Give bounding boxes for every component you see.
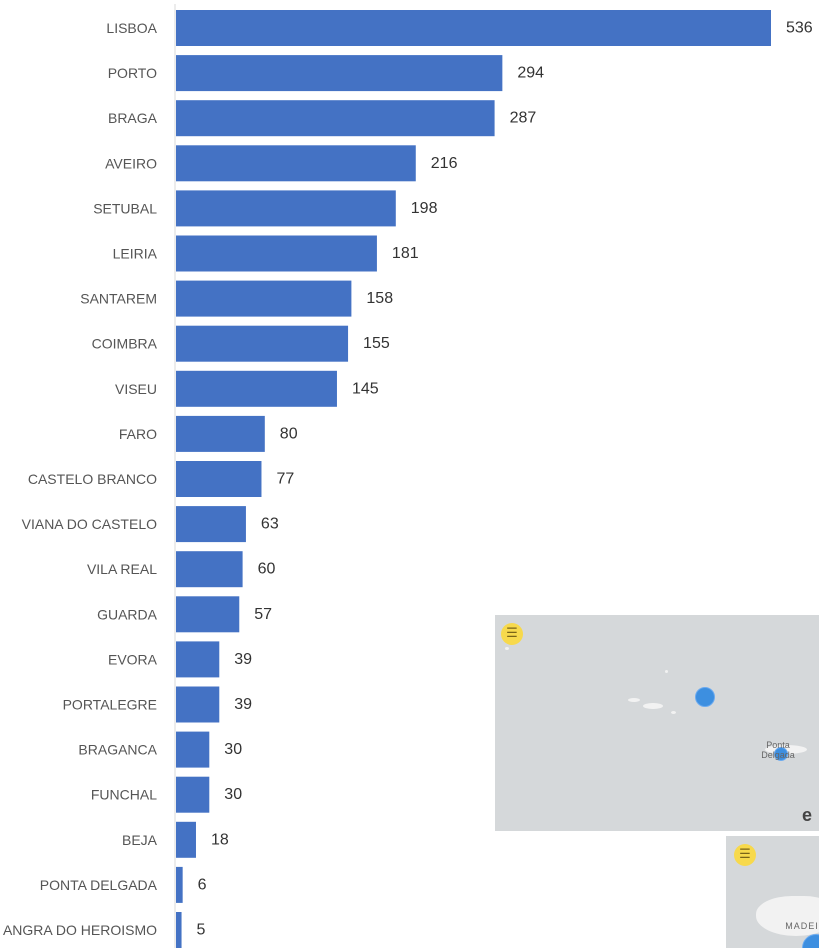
bar-funchal[interactable] — [176, 776, 210, 813]
island-shape — [756, 896, 819, 936]
category-label: LISBOA — [106, 20, 157, 36]
category-label: BRAGA — [108, 110, 158, 126]
menu-icon[interactable]: ☰ — [734, 844, 756, 866]
value-label: 63 — [261, 516, 279, 533]
value-label: 39 — [234, 696, 252, 713]
bar-aveiro[interactable] — [176, 145, 416, 182]
value-label: 198 — [411, 200, 438, 217]
map-logo-icon: e — [802, 805, 813, 825]
bar-viana-do-castelo[interactable] — [176, 506, 246, 543]
category-label: VISEU — [115, 381, 157, 397]
bar-vila-real[interactable] — [176, 551, 243, 588]
value-label: 536 — [786, 20, 813, 37]
category-label: VIANA DO CASTELO — [22, 516, 157, 532]
bar-angra-do-heroismo[interactable] — [176, 912, 182, 948]
value-label: 18 — [211, 831, 229, 848]
category-label: AVEIRO — [105, 155, 157, 171]
category-label: GUARDA — [97, 606, 158, 622]
value-label: 294 — [517, 65, 544, 82]
bar-braga[interactable] — [176, 100, 495, 137]
category-label: PORTALEGRE — [63, 697, 157, 713]
value-label: 5 — [197, 922, 206, 939]
bar-braganca[interactable] — [176, 731, 210, 768]
value-label: 30 — [224, 786, 242, 803]
category-label: FARO — [119, 426, 157, 442]
map-marker-angra[interactable] — [695, 687, 715, 707]
category-label: BRAGANCA — [78, 742, 157, 758]
value-label: 77 — [276, 471, 294, 488]
bar-porto[interactable] — [176, 55, 503, 92]
island-shape — [505, 647, 509, 650]
category-label: LEIRIA — [113, 246, 158, 262]
map-region-label: MADEI — [785, 921, 819, 931]
category-label: EVORA — [108, 651, 158, 667]
value-label: 30 — [224, 741, 242, 758]
menu-icon[interactable]: ☰ — [501, 623, 523, 645]
island-shape — [665, 670, 668, 673]
island-shape — [628, 698, 640, 702]
value-label: 60 — [258, 561, 276, 578]
bar-lisboa[interactable] — [176, 10, 771, 46]
value-label: 145 — [352, 380, 379, 397]
bar-viseu[interactable] — [176, 370, 337, 407]
bar-setubal[interactable] — [176, 190, 396, 227]
bar-portalegre[interactable] — [176, 686, 220, 723]
category-label: FUNCHAL — [91, 787, 157, 803]
category-label: BEJA — [122, 832, 158, 848]
value-label: 181 — [392, 245, 419, 262]
category-label: COIMBRA — [92, 336, 158, 352]
bars-group: LISBOA 536 PORTO 294 BRAGA 287 AVEIRO 216 SETUBA… — [3, 10, 813, 948]
category-label: SETUBAL — [93, 200, 157, 216]
bar-ponta-delgada[interactable] — [176, 866, 183, 903]
madeira-map-panel[interactable]: ☰ MADEI — [726, 836, 819, 948]
island-shape — [671, 711, 676, 714]
map-marker-funchal[interactable] — [802, 934, 819, 948]
value-label: 39 — [234, 651, 252, 668]
map-marker-ponta-delgada[interactable] — [774, 747, 788, 761]
category-label: CASTELO BRANCO — [28, 471, 157, 487]
bar-guarda[interactable] — [176, 596, 240, 633]
category-label: PONTA DELGADA — [40, 877, 158, 893]
bar-faro[interactable] — [176, 415, 265, 452]
value-label: 216 — [431, 155, 458, 172]
island-shape — [643, 703, 663, 709]
value-label: 287 — [510, 110, 537, 127]
bar-santarem[interactable] — [176, 280, 352, 317]
azores-map-panel[interactable]: ☰ Ponta Delgada e — [495, 615, 819, 831]
bar-evora[interactable] — [176, 641, 220, 678]
bar-coimbra[interactable] — [176, 325, 349, 362]
value-label: 158 — [366, 290, 393, 307]
value-label: 155 — [363, 335, 390, 352]
value-label: 6 — [198, 876, 207, 893]
category-label: SANTAREM — [80, 291, 157, 307]
category-label: PORTO — [108, 65, 157, 81]
value-label: 57 — [254, 606, 272, 623]
category-label: ANGRA DO HEROISMO — [3, 922, 157, 938]
value-label: 80 — [280, 425, 298, 442]
map-city-label: Ponta Delgada — [761, 740, 795, 760]
category-label: VILA REAL — [87, 561, 157, 577]
bar-castelo-branco[interactable] — [176, 461, 262, 497]
bar-beja[interactable] — [176, 821, 196, 858]
bar-leiria[interactable] — [176, 235, 377, 272]
